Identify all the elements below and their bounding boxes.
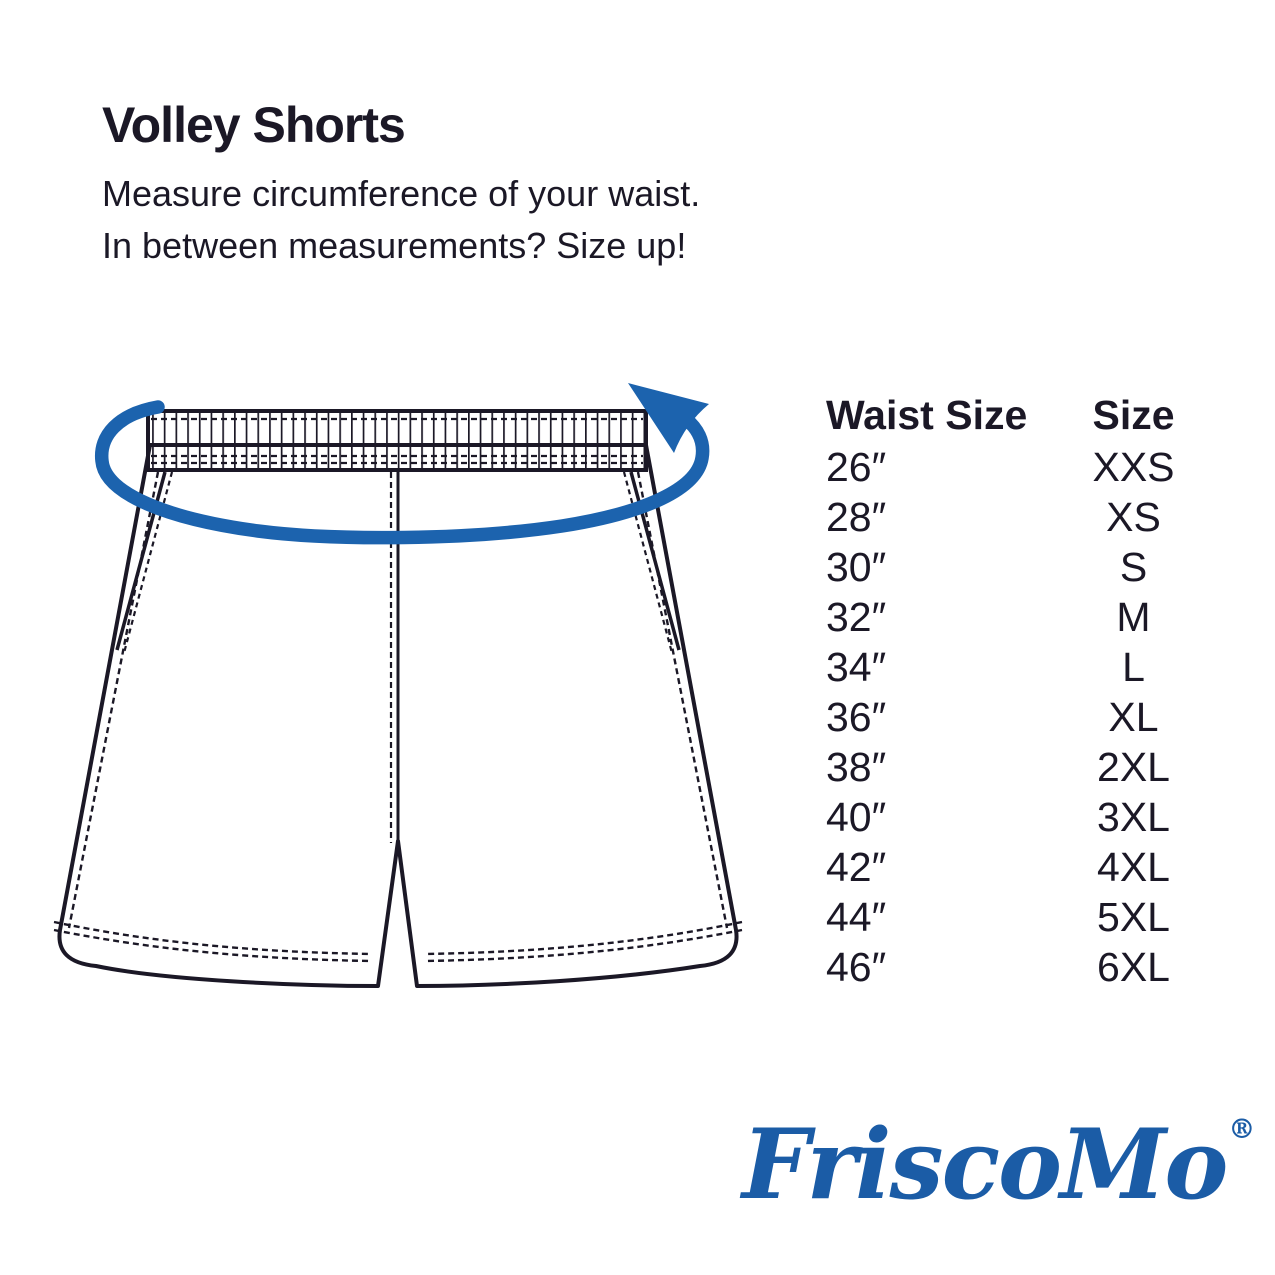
table-row: 34″ L xyxy=(826,642,1201,692)
size-table: Waist Size Size 26″ XXS 28″ XS 30″ S 32″… xyxy=(826,388,1201,992)
left-seam-stitch xyxy=(67,471,160,929)
col-header-size: Size xyxy=(1092,391,1175,438)
table-row: 46″ 6XL xyxy=(826,942,1201,992)
table-row: 42″ 4XL xyxy=(826,842,1201,892)
table-row: 40″ 3XL xyxy=(826,792,1201,842)
size-value: 5XL xyxy=(1097,893,1170,940)
waist-value: 28″ xyxy=(826,493,887,540)
left-hem-stitch-2 xyxy=(53,928,371,963)
right-pocket-stitch xyxy=(622,471,674,654)
measure-arrow-arc xyxy=(95,400,710,545)
waist-value: 34″ xyxy=(826,643,887,690)
waist-value: 44″ xyxy=(826,893,887,940)
table-row: 30″ S xyxy=(826,542,1201,592)
size-value: XXS xyxy=(1092,443,1175,490)
registered-trademark-icon: ® xyxy=(1228,1114,1256,1145)
page-title: Volley Shorts xyxy=(102,97,406,153)
left-hem-stitch-1 xyxy=(53,920,371,956)
waist-value: 46″ xyxy=(826,943,887,990)
size-value: XS xyxy=(1106,493,1161,540)
waist-value: 38″ xyxy=(826,743,887,790)
size-value: 6XL xyxy=(1097,943,1170,990)
size-value: XL xyxy=(1108,693,1159,740)
size-value: L xyxy=(1122,643,1145,690)
left-pocket-stitch xyxy=(122,471,174,654)
size-value: 2XL xyxy=(1097,743,1170,790)
waistband xyxy=(146,409,648,472)
waist-value: 30″ xyxy=(826,543,887,590)
page-subtitle: Measure circumference of your waist. In … xyxy=(102,168,700,272)
waist-value: 40″ xyxy=(826,793,887,840)
measure-arrow-head xyxy=(628,383,709,453)
table-row: 36″ XL xyxy=(826,692,1201,742)
table-row: 28″ XS xyxy=(826,492,1201,542)
table-row: 26″ XXS xyxy=(826,442,1201,492)
right-hem-stitch-2 xyxy=(425,928,743,963)
waist-value: 26″ xyxy=(826,443,887,490)
size-value: 4XL xyxy=(1097,843,1170,890)
right-hem-stitch-1 xyxy=(425,920,743,956)
size-value: M xyxy=(1116,593,1151,640)
page-header: Volley Shorts Measure circumference of y… xyxy=(102,96,700,272)
size-value: 3XL xyxy=(1097,793,1170,840)
measure-arrow-icon xyxy=(95,383,710,545)
waist-value: 32″ xyxy=(826,593,887,640)
table-row: 38″ 2XL xyxy=(826,742,1201,792)
waist-value: 42″ xyxy=(826,843,887,890)
table-row: 44″ 5XL xyxy=(826,892,1201,942)
size-value: S xyxy=(1119,543,1148,590)
subtitle-line-1: Measure circumference of your waist. xyxy=(102,173,701,214)
col-header-waist-size: Waist Size xyxy=(826,391,1028,438)
table-row: 32″ M xyxy=(826,592,1201,642)
brand-logo-text: FriscoMo xyxy=(742,1108,1228,1221)
size-table-header-row: Waist Size Size xyxy=(826,388,1201,442)
waist-value: 36″ xyxy=(826,693,887,740)
brand-logo: FriscoMo® xyxy=(742,1108,1255,1221)
right-seam-stitch xyxy=(636,471,729,929)
subtitle-line-2: In between measurements? Size up! xyxy=(102,225,687,266)
